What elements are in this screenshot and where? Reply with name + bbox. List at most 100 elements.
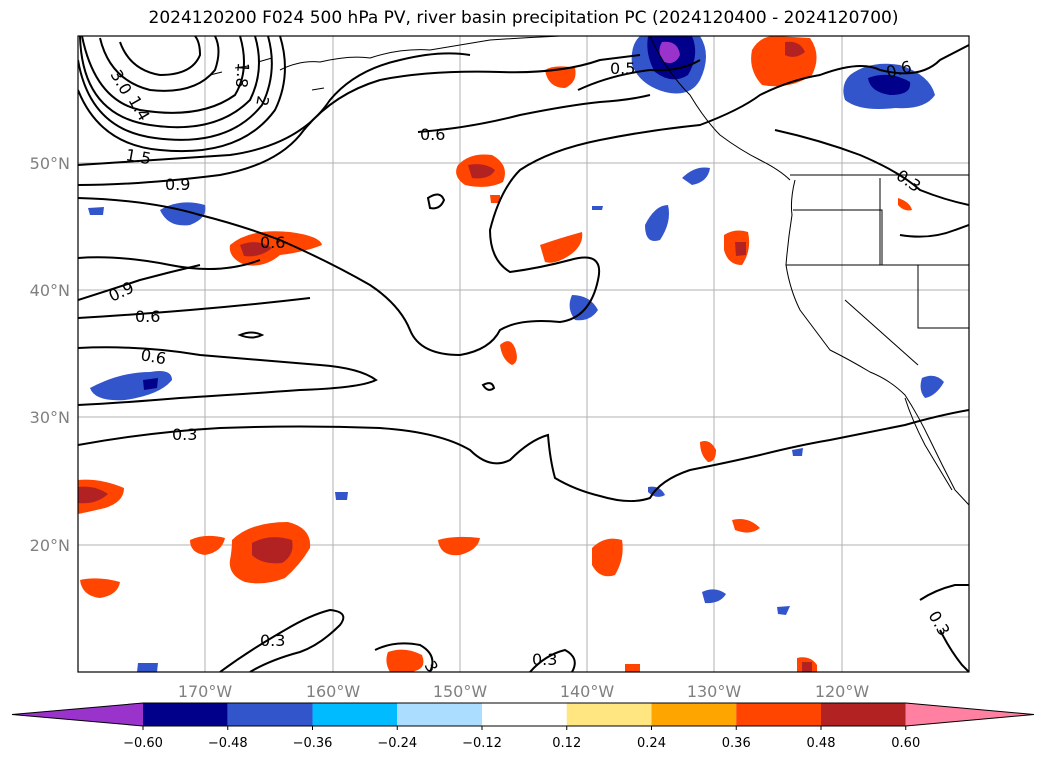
precip-pos-blob (545, 66, 576, 88)
precip-pos-blob (78, 486, 108, 504)
pv-contour (99, 36, 220, 92)
gridlines (78, 36, 969, 672)
colorbar-bin (821, 703, 906, 726)
pv-contour (426, 193, 446, 210)
pv-contour (78, 36, 286, 153)
colorbar-tick-label: −0.48 (208, 736, 248, 751)
pv-contour (78, 264, 201, 301)
pv-contour (577, 59, 701, 91)
contour-label: 1.5 (124, 145, 152, 168)
lat-label: 50°N (30, 154, 70, 173)
colorbar-tick-label: −0.12 (462, 736, 502, 751)
colorbar-bin (397, 703, 482, 726)
precip-neg-blob (868, 74, 911, 95)
precip-neg-blob (645, 205, 669, 241)
precip-neg-blob (90, 371, 172, 401)
alaska-coast (279, 36, 561, 71)
lon-label: 130°W (687, 682, 742, 701)
precip-neg-blob (137, 663, 158, 672)
lat-label: 40°N (30, 281, 70, 300)
contour-label: 0.3 (532, 650, 557, 669)
colorbar-bin (482, 703, 567, 726)
lon-label: 140°W (560, 682, 615, 701)
aleutian-chain (209, 57, 325, 91)
precip-neg-blob (659, 41, 680, 64)
precip-neg-blob (792, 448, 803, 456)
coastlines (209, 36, 969, 506)
precip-neg-blob (335, 492, 348, 500)
contour-label: 0.6 (139, 345, 167, 368)
precip-pos-blob (592, 538, 623, 577)
precip-pos-blob (190, 535, 225, 555)
contour-label: 2 (252, 94, 272, 107)
lat-label: 30°N (30, 408, 70, 427)
pv-contour (481, 382, 496, 391)
colorbar-tick-label: 0.48 (807, 736, 836, 751)
contour-label: 0.6 (135, 307, 160, 326)
precip-neg-blob (702, 589, 726, 604)
precip-pos-blob (438, 536, 480, 556)
pv-contour (939, 629, 969, 672)
precip-neg-blob (143, 378, 158, 390)
lat-label: 20°N (30, 536, 70, 555)
colorbar-tick-label: 0.24 (637, 736, 666, 751)
pv-contour (374, 642, 434, 672)
contour-labels: 3.0 1.4 1.8 2 1.5 0.9 0.6 0.9 0.6 0.6 0.… (106, 57, 954, 672)
map-frame-bg (78, 36, 969, 672)
pv-contour (78, 44, 969, 357)
precip-neg-blob (682, 167, 710, 185)
colorbar-bin (651, 703, 737, 726)
pv-contour (78, 256, 261, 270)
pv-contour (417, 94, 651, 133)
colorbar-bin (143, 703, 228, 726)
map-title: 2024120200 F024 500 hPa PV, river basin … (148, 8, 899, 28)
pv-contour (774, 129, 969, 206)
lon-label: 170°W (178, 682, 233, 701)
pv-contour (78, 36, 273, 141)
precip-pos-blob (240, 242, 272, 257)
precip-neg-blob (592, 206, 603, 210)
contour-label: 0.6 (260, 233, 285, 252)
pv-contour (899, 224, 969, 238)
precip-pos-blob (802, 662, 812, 672)
colorbar-tick-label: −0.60 (123, 736, 163, 751)
contour-label: 0.5 (610, 59, 635, 78)
pv-contour (78, 54, 641, 186)
precip-pos-blob (700, 441, 716, 462)
precip-pos-blob (80, 578, 120, 598)
colorbar-extend-max (905, 703, 1034, 726)
colorbar: −0.60 −0.48 −0.36 −0.24 −0.12 0.12 0.24 0.36 0.4… (11, 702, 1035, 751)
state-borders (786, 178, 969, 366)
bc-coast (649, 36, 791, 181)
us-west-coast (785, 179, 969, 506)
precip-pos-blob (500, 341, 517, 365)
map-border (77, 35, 970, 673)
precip-neg-blob (777, 606, 790, 615)
lon-label: 150°W (433, 682, 488, 701)
pv-contour (119, 36, 202, 77)
colorbar-bin (736, 703, 821, 726)
lon-labels: 170°W 160°W 150°W 140°W 130°W 120°W (178, 682, 870, 701)
colorbar-bin (566, 703, 652, 726)
lon-label: 120°W (815, 682, 870, 701)
precip-pos-blob (490, 195, 500, 203)
colorbar-bin (312, 703, 398, 726)
contour-label: 0.9 (165, 175, 190, 194)
lat-labels: 50°N 40°N 30°N 20°N (30, 154, 70, 555)
precip-pos-blob (252, 537, 293, 564)
precip-pos-blob (229, 231, 322, 266)
pv-contour (529, 648, 576, 672)
colorbar-tick-label: 0.36 (722, 736, 751, 751)
precip-neg-blob (88, 207, 104, 215)
colorbar-bin (227, 703, 313, 726)
contour-label: 0.3 (260, 631, 285, 650)
pv-contour (919, 584, 969, 601)
precip-pos-blob (468, 164, 495, 179)
colorbar-tick-label: −0.36 (293, 736, 333, 751)
baja-coast (904, 397, 953, 491)
pv-contour (237, 331, 265, 339)
colorbar-tick-label: 0.12 (552, 736, 581, 751)
pv-contour (219, 608, 345, 672)
precip-neg-blob (920, 375, 944, 398)
contour-label: 0.6 (420, 125, 445, 144)
